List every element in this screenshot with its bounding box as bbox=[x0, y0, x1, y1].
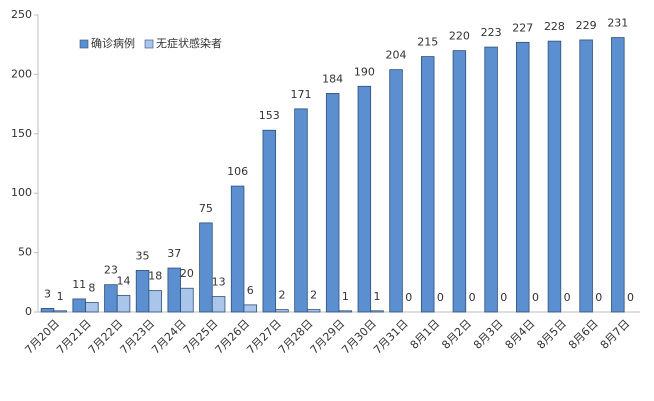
x-tick-label: 8月2日 bbox=[439, 317, 474, 352]
legend-swatch bbox=[79, 39, 89, 49]
data-label: 227 bbox=[512, 21, 533, 34]
bar bbox=[275, 309, 289, 313]
data-label: 1 bbox=[342, 290, 349, 303]
bar bbox=[370, 310, 384, 313]
data-label: 0 bbox=[595, 291, 602, 304]
bar bbox=[230, 185, 245, 313]
bar bbox=[104, 284, 118, 313]
y-tick-label: 200 bbox=[11, 67, 32, 80]
data-label: 11 bbox=[72, 278, 86, 291]
data-label: 35 bbox=[136, 249, 150, 262]
data-label: 8 bbox=[88, 281, 95, 294]
y-tick-label: 250 bbox=[11, 8, 32, 21]
data-label: 204 bbox=[386, 49, 407, 62]
x-tick-label: 8月4日 bbox=[503, 317, 538, 352]
data-label: 0 bbox=[437, 291, 444, 304]
y-tick-label: 100 bbox=[11, 186, 32, 199]
bar bbox=[199, 222, 213, 313]
data-label: 190 bbox=[354, 65, 375, 78]
data-label: 6 bbox=[247, 284, 254, 297]
bar bbox=[180, 287, 194, 313]
legend-label: 无症状感染者 bbox=[156, 36, 222, 50]
data-label: 0 bbox=[405, 291, 412, 304]
bar bbox=[579, 39, 593, 313]
x-tick-label: 8月3日 bbox=[471, 317, 506, 352]
bar bbox=[72, 298, 86, 313]
y-tick-label: 50 bbox=[18, 246, 32, 259]
bar bbox=[611, 37, 625, 313]
data-label: 229 bbox=[576, 19, 597, 32]
data-label: 3 bbox=[44, 287, 51, 300]
bar bbox=[243, 304, 258, 313]
data-label: 184 bbox=[322, 72, 343, 85]
bar bbox=[452, 50, 467, 313]
data-label: 14 bbox=[117, 274, 131, 287]
x-tick-label: 8月1日 bbox=[408, 317, 443, 352]
bar bbox=[547, 40, 562, 313]
data-label: 0 bbox=[500, 291, 507, 304]
bar bbox=[85, 302, 99, 313]
bar bbox=[294, 108, 308, 313]
data-label: 20 bbox=[180, 267, 194, 280]
bar bbox=[53, 310, 67, 313]
bar bbox=[135, 270, 150, 313]
data-label: 23 bbox=[104, 264, 118, 277]
bar bbox=[116, 294, 131, 313]
data-label: 223 bbox=[481, 26, 502, 39]
data-label: 0 bbox=[532, 291, 539, 304]
x-tick-label: 8月7日 bbox=[598, 317, 633, 352]
data-label: 228 bbox=[544, 20, 565, 33]
bar bbox=[338, 310, 353, 313]
legend-label: 确诊病例 bbox=[91, 36, 135, 50]
bar bbox=[167, 267, 181, 313]
bar bbox=[389, 69, 403, 313]
y-tick-label: 0 bbox=[25, 305, 32, 318]
data-label: 0 bbox=[469, 291, 476, 304]
data-label: 231 bbox=[607, 17, 628, 30]
data-label: 0 bbox=[627, 291, 634, 304]
bar bbox=[211, 296, 226, 313]
legend-swatch bbox=[144, 39, 154, 49]
data-label: 13 bbox=[212, 276, 226, 289]
data-label: 2 bbox=[310, 289, 317, 302]
bar bbox=[357, 85, 372, 313]
data-label: 220 bbox=[449, 30, 470, 43]
y-tick-label: 150 bbox=[11, 127, 32, 140]
bar bbox=[516, 41, 530, 313]
data-label: 18 bbox=[148, 270, 162, 283]
bar bbox=[420, 56, 435, 313]
bar bbox=[262, 129, 277, 313]
data-label: 0 bbox=[564, 291, 571, 304]
x-tick-label: 8月6日 bbox=[566, 317, 601, 352]
bar bbox=[148, 290, 162, 313]
x-tick-label: 8月5日 bbox=[534, 317, 569, 352]
data-label: 171 bbox=[290, 88, 311, 101]
bar bbox=[484, 46, 498, 313]
data-label: 1 bbox=[374, 290, 381, 303]
data-label: 106 bbox=[227, 165, 248, 178]
data-label: 2 bbox=[278, 289, 285, 302]
data-label: 215 bbox=[417, 36, 438, 49]
x-tick-label: 7月31日 bbox=[371, 317, 411, 357]
bar bbox=[325, 93, 340, 313]
data-label: 1 bbox=[57, 290, 64, 303]
bar bbox=[306, 309, 321, 313]
bar bbox=[40, 308, 55, 313]
data-label: 153 bbox=[259, 109, 280, 122]
data-label: 75 bbox=[199, 202, 213, 215]
data-label: 37 bbox=[167, 247, 181, 260]
